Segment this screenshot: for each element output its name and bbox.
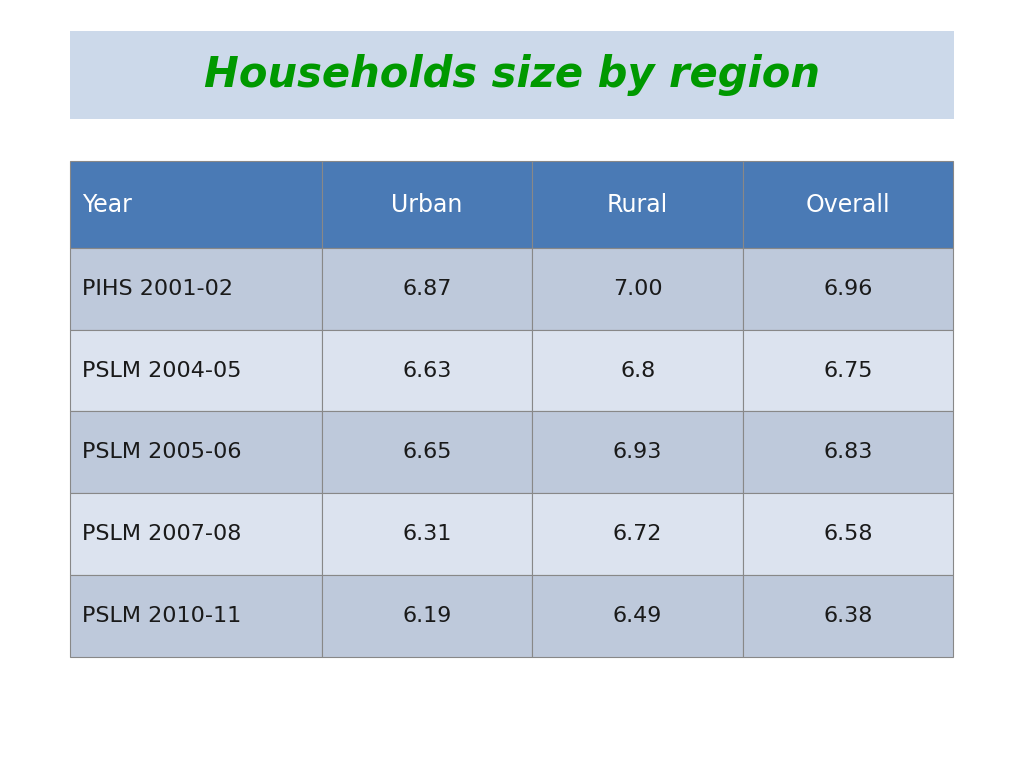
Text: Rural: Rural [607, 193, 669, 217]
Text: 7.00: 7.00 [612, 279, 663, 299]
Text: 6.93: 6.93 [613, 442, 663, 462]
Text: PSLM 2010-11: PSLM 2010-11 [82, 606, 242, 626]
Text: 6.87: 6.87 [402, 279, 452, 299]
Text: 6.38: 6.38 [823, 606, 872, 626]
Text: PSLM 2007-08: PSLM 2007-08 [82, 524, 242, 544]
Text: Overall: Overall [806, 193, 891, 217]
Text: PIHS 2001-02: PIHS 2001-02 [82, 279, 232, 299]
Text: 6.31: 6.31 [402, 524, 452, 544]
Text: Households size by region: Households size by region [204, 54, 820, 96]
Text: 6.83: 6.83 [823, 442, 872, 462]
Text: 6.19: 6.19 [402, 606, 452, 626]
Text: 6.49: 6.49 [613, 606, 663, 626]
Text: PSLM 2005-06: PSLM 2005-06 [82, 442, 242, 462]
Text: 6.58: 6.58 [823, 524, 872, 544]
Text: PSLM 2004-05: PSLM 2004-05 [82, 360, 242, 381]
Text: 6.65: 6.65 [402, 442, 452, 462]
Text: Year: Year [82, 193, 132, 217]
Text: 6.63: 6.63 [402, 360, 452, 381]
Text: 6.96: 6.96 [823, 279, 872, 299]
Text: 6.75: 6.75 [823, 360, 872, 381]
Text: 6.8: 6.8 [620, 360, 655, 381]
Text: 6.72: 6.72 [613, 524, 663, 544]
Text: Urban: Urban [391, 193, 463, 217]
